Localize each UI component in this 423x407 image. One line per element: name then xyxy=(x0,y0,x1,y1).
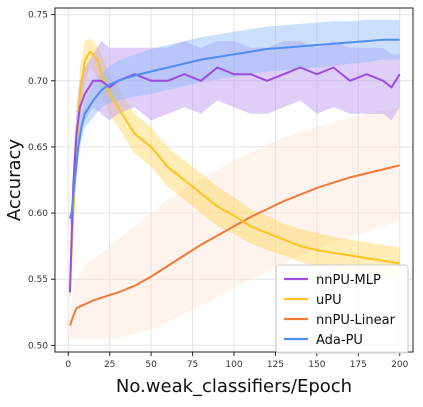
axis-ticks: 0 25 50 75 100 125 150 175 200 0.50 0.55 0.60 0.65 0.… xyxy=(28,11,409,370)
x-tick-label: 50 xyxy=(145,360,157,370)
x-tick-label: 175 xyxy=(350,360,367,370)
legend-label-ada-pu: Ada-PU xyxy=(316,333,363,348)
legend-box xyxy=(275,264,409,354)
line-ada-pu xyxy=(68,38,400,219)
series-lines xyxy=(68,38,401,326)
legend-label-nnpu-mlp: nnPU-MLP xyxy=(316,273,381,288)
legend-label-upu: uPU xyxy=(316,293,342,308)
y-tick-label: 0.65 xyxy=(28,143,48,153)
x-tick-label: 0 xyxy=(65,360,71,370)
y-tick-label: 0.50 xyxy=(28,341,48,351)
y-tick-label: 0.60 xyxy=(28,209,48,219)
line-upu xyxy=(68,50,400,293)
x-tick-label: 100 xyxy=(225,360,242,370)
x-axis-title: No.weak_classifiers/Epoch xyxy=(116,376,352,397)
line-nnpu-mlp xyxy=(68,66,401,293)
x-tick-label: 25 xyxy=(104,360,115,370)
band-nnpu-mlp xyxy=(69,41,400,306)
x-tick-label: 125 xyxy=(267,360,284,370)
line-nnpu-linear xyxy=(68,164,400,326)
legend: nnPU-MLP uPU nnPU-Linear Ada-PU xyxy=(275,264,409,354)
y-axis-title: Accuracy xyxy=(4,139,25,222)
x-tick-label: 150 xyxy=(308,360,325,370)
y-tick-label: 0.55 xyxy=(28,275,48,285)
band-upu xyxy=(69,38,400,306)
y-tick-label: 0.75 xyxy=(28,11,48,21)
band-nnpu-linear xyxy=(69,107,400,339)
x-tick-label: 75 xyxy=(187,360,198,370)
legend-label-nnpu-linear: nnPU-Linear xyxy=(316,313,396,328)
y-tick-label: 0.70 xyxy=(28,77,48,87)
x-tick-label: 200 xyxy=(391,360,408,370)
